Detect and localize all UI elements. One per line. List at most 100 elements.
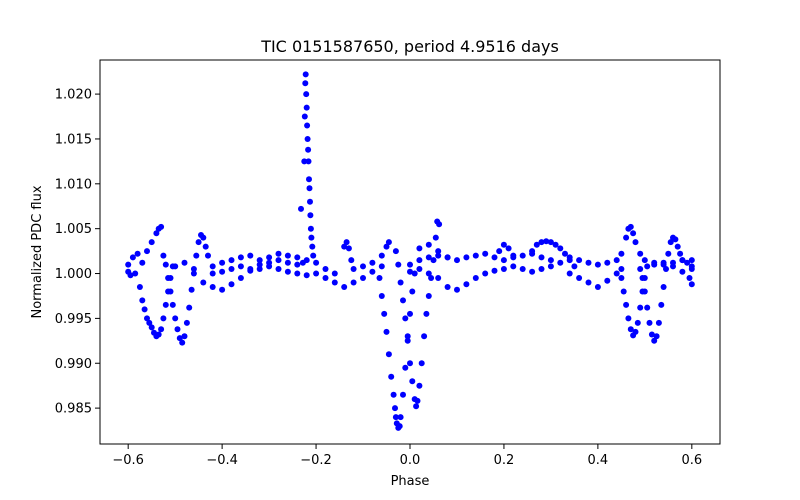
data-point [350,279,357,286]
data-point [303,104,310,111]
data-point [331,270,338,277]
data-point [146,319,153,326]
data-point [418,360,425,367]
data-point [307,225,314,232]
data-point [623,301,630,308]
data-point [677,250,684,257]
data-point [510,252,517,259]
data-point [679,257,686,264]
data-point [463,281,470,288]
data-point [360,275,366,281]
data-point [343,239,350,246]
data-point [630,230,637,237]
data-point [195,239,202,246]
data-point [409,288,416,295]
data-point [228,266,235,272]
data-point [310,252,317,259]
data-point [400,391,406,398]
data-point [632,328,639,335]
data-point [306,185,313,192]
data-point [562,250,568,257]
y-axis-ticks: 0.985 0.990 0.995 1.000 1.005 1.010 1.015 1.020 [55,88,100,417]
data-point [202,243,209,250]
data-point [618,250,625,257]
data-point [674,243,681,250]
data-point [651,337,658,344]
data-point [169,301,176,308]
data-point [153,230,160,237]
data-point [444,254,451,261]
data-point [576,257,583,264]
data-point [472,252,479,259]
data-point [672,236,679,243]
data-point [275,250,282,257]
data-point [294,270,301,277]
data-point [402,315,409,322]
data-point [247,267,254,274]
data-point [425,254,432,261]
data-point [141,306,148,313]
data-point [679,268,686,275]
data-point [435,248,442,255]
data-point [256,257,263,264]
data-point [303,272,310,279]
data-point [266,263,273,270]
data-point [200,234,207,241]
x-tick-label: 0.4 [588,453,609,468]
data-point [134,250,141,257]
data-point [644,304,651,311]
data-point [688,281,695,288]
data-point [491,254,498,261]
data-point [160,252,167,259]
data-point [634,319,641,326]
x-tick-label: 0.6 [681,453,702,468]
y-tick-label: 1.020 [55,88,92,103]
data-point [302,80,309,87]
data-point [407,360,413,367]
data-point [228,281,235,288]
data-point [500,257,507,264]
data-point [360,263,366,270]
data-point [505,245,512,252]
data-point [205,252,211,259]
data-point [383,328,390,335]
data-point [623,234,630,241]
data-point [547,257,554,264]
data-point [585,279,592,286]
data-point [416,266,423,272]
data-point [127,272,134,279]
data-point [538,254,545,261]
data-point [162,301,169,308]
data-point [658,301,665,308]
data-point [313,270,320,277]
data-point [430,257,437,264]
data-point [660,284,667,290]
data-point [396,423,403,430]
data-point [416,245,423,252]
data-point [174,326,181,333]
data-point [301,158,308,165]
data-point [688,266,695,272]
data-point [385,239,392,246]
data-point [670,263,676,270]
data-point [557,245,564,252]
data-point [423,310,430,317]
data-point [350,266,357,272]
data-point [407,261,413,268]
data-point [686,275,693,281]
data-point [655,319,662,326]
data-point [125,261,132,268]
data-point [369,259,376,266]
data-point [139,259,146,266]
data-point [129,254,136,261]
data-point [294,254,301,261]
data-point [299,259,306,266]
data-point [651,261,658,268]
data-point [613,257,620,264]
data-point [301,113,308,120]
data-point [413,403,420,410]
data-point [237,254,244,261]
data-point [381,310,388,317]
data-point [160,315,167,322]
y-tick-label: 0.990 [55,357,92,372]
